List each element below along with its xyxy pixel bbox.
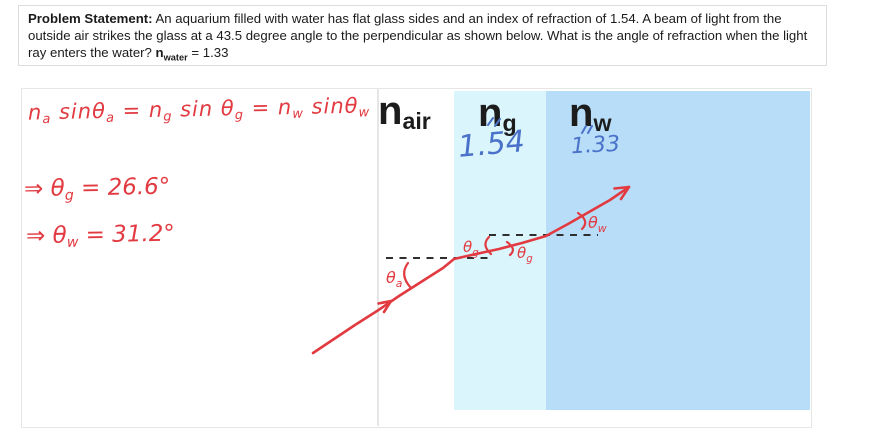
glass-index-value: 1.54 xyxy=(456,124,527,165)
water-index-value: 1.33 xyxy=(570,131,621,160)
solution-and-diagram-box: na sinθa = ng sin θg = nw sinθw ⇒ θg = 2… xyxy=(21,88,812,428)
theta-glass-result: ⇒ θg = 26.6° xyxy=(23,173,171,204)
problem-statement-box: Problem Statement: An aquarium filled wi… xyxy=(18,5,827,66)
problem-body-text: An aquarium filled with water has flat g… xyxy=(28,11,808,60)
n-water-symbol: nwater xyxy=(155,45,188,63)
n-water-base: n xyxy=(155,45,164,60)
angle-arc-air xyxy=(403,261,413,290)
n-water-subscript: water xyxy=(163,52,188,63)
n-water-value: = 1.33 xyxy=(187,45,229,60)
ray-direction-arrowhead xyxy=(377,299,393,314)
air-label: nair xyxy=(378,89,431,135)
water-label: nw xyxy=(569,91,612,137)
theta-water-result: ⇒ θw = 31.2° xyxy=(25,220,176,251)
problem-label: Problem Statement: xyxy=(28,11,153,26)
snells-law-equation: na sinθa = ng sin θg = nw sinθw xyxy=(27,93,371,128)
angle-label-air: θa xyxy=(386,268,402,290)
panel-divider xyxy=(377,89,379,426)
